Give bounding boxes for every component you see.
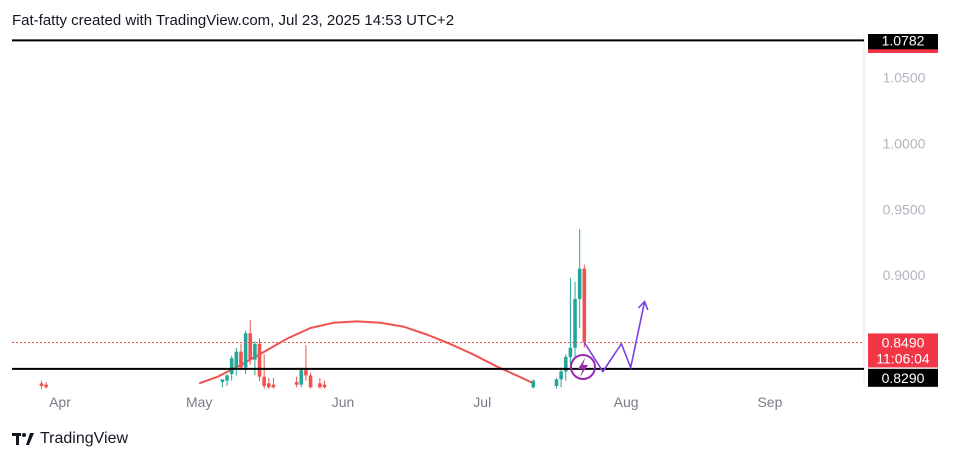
projection-layer (583, 300, 649, 373)
candle-body (308, 375, 313, 388)
candle (318, 378, 322, 389)
candle (308, 372, 313, 389)
footer-brand: TradingView (40, 430, 129, 447)
candle (225, 374, 229, 386)
candle-body (299, 370, 304, 385)
candle (322, 380, 327, 389)
plot-background (12, 34, 864, 382)
candle (39, 380, 44, 389)
candle (267, 378, 271, 389)
support-label-text: 0.8290 (882, 370, 925, 386)
candle-body (294, 382, 299, 385)
candle (220, 379, 225, 388)
x-axis: Apr May Jun Jul Aug Sep (49, 394, 782, 410)
x-tick-label: Jun (332, 394, 355, 410)
lightning-icon[interactable] (570, 354, 596, 380)
candles-layer (39, 229, 587, 389)
current-price-label-background (868, 333, 938, 368)
x-tick-label: Sep (757, 394, 782, 410)
y-tick-label: 1.0500 (883, 70, 926, 86)
candle (44, 382, 48, 389)
candle (573, 281, 577, 359)
chart-header: Fat-fatty created with TradingView.com, … (12, 12, 455, 29)
candle-body (220, 379, 225, 382)
candle-body (225, 375, 229, 381)
candle (563, 354, 568, 381)
support-label: 0.8290 (868, 368, 938, 387)
candle-body (257, 343, 262, 377)
candle (304, 345, 308, 381)
candle-body (563, 356, 568, 372)
candle (248, 320, 253, 365)
resistance-label-text: 1.0782 (882, 34, 925, 48)
candle-body (229, 358, 234, 375)
candle-body (559, 371, 563, 380)
x-tick-label: Aug (614, 394, 639, 410)
candle-body (577, 268, 582, 299)
support-label-background (868, 368, 938, 387)
candle (294, 376, 299, 388)
candle-body (262, 376, 266, 386)
x-tick-label: Jul (473, 394, 491, 410)
candle-body (318, 383, 322, 388)
candle (577, 229, 582, 328)
candle-body (248, 333, 253, 360)
candle (559, 367, 563, 388)
candle (582, 264, 587, 348)
candle (257, 338, 262, 381)
candle-body (243, 333, 248, 368)
candle-body (554, 379, 559, 386)
candle-body (44, 384, 48, 388)
candle (234, 347, 239, 376)
candle (262, 354, 266, 389)
y-tick-label: 0.9500 (883, 201, 926, 217)
resistance-label: 1.0782 (868, 31, 938, 50)
y-tick-label: 0.9000 (883, 267, 926, 283)
candle-body (39, 383, 44, 386)
resistance-label-background (868, 31, 938, 50)
candle-body (271, 384, 276, 388)
candle-body (234, 351, 239, 368)
candle (239, 343, 243, 371)
candle-body (322, 384, 327, 388)
x-tick-label: May (186, 394, 212, 410)
y-tick-label: 1.0000 (883, 135, 926, 151)
candle-body (239, 351, 243, 368)
candle (243, 330, 248, 375)
candle-body (531, 380, 536, 388)
levels-layer (12, 39, 864, 370)
candle (271, 378, 276, 389)
candle (299, 367, 304, 388)
candle-body (267, 383, 271, 388)
current-price-label-text: 0.8490 (882, 334, 925, 350)
candle (554, 378, 559, 389)
current-price-label-text: 11:06:04 (876, 350, 930, 366)
moving-average-layer (198, 320, 534, 385)
candle (531, 379, 536, 389)
projection-path (583, 301, 646, 373)
projection-arrowhead (637, 300, 649, 311)
footer: TradingView (12, 430, 128, 448)
candle-body (568, 347, 573, 357)
moving-average-line (198, 320, 534, 385)
x-tick-label: Apr (49, 394, 71, 410)
candle (568, 277, 573, 368)
tradingview-logo-icon (12, 433, 34, 445)
candle-body (304, 370, 308, 376)
candle-body (253, 343, 257, 360)
candle-body (582, 268, 587, 343)
candle-body (573, 298, 577, 348)
